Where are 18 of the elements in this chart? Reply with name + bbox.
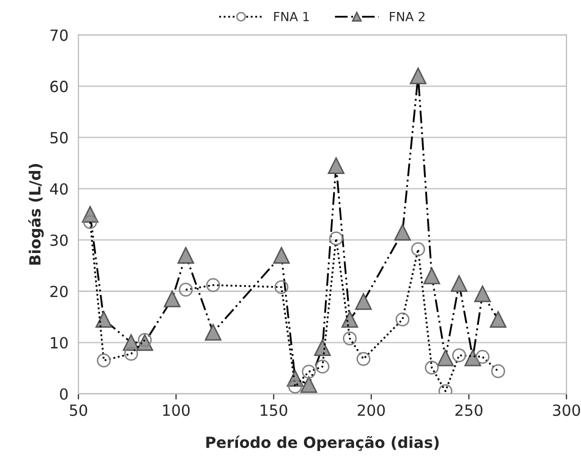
- x-tick-label: 150: [260, 404, 288, 416]
- y-tick-label: 0: [60, 388, 68, 400]
- x-axis-title: Período de Operação (dias): [206, 436, 439, 452]
- y-tick-label: 20: [50, 286, 68, 298]
- x-tick-label: 250: [455, 404, 482, 416]
- y-tick-label: 60: [50, 80, 68, 92]
- x-tick-label: 100: [163, 404, 190, 416]
- y-tick-label: 10: [50, 336, 68, 349]
- x-tick-label: 200: [358, 404, 385, 416]
- x-tick-label: 300: [553, 404, 580, 416]
- y-axis-title: Biogás (L/d): [28, 164, 44, 265]
- y-tick-label: 70: [50, 29, 68, 41]
- x-tick-label: 50: [70, 404, 88, 416]
- y-tick-label: 30: [50, 234, 68, 246]
- legend-label: FNA 1: [274, 12, 309, 22]
- legend-label: FNA 2: [390, 12, 424, 22]
- y-tick-label: 50: [50, 132, 68, 144]
- y-tick-label: 40: [50, 183, 68, 195]
